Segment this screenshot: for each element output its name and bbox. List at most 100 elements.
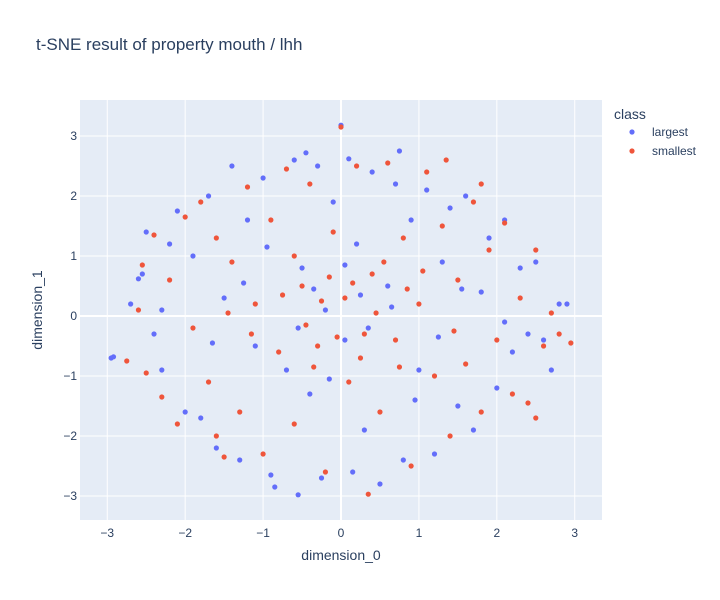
data-point <box>455 277 461 283</box>
data-point <box>439 223 445 229</box>
legend-item-largest[interactable]: largest <box>629 125 689 139</box>
data-point <box>151 331 157 337</box>
data-point <box>451 328 457 334</box>
data-point <box>404 286 410 292</box>
data-point <box>291 253 297 259</box>
data-point <box>353 241 360 247</box>
y-tick-label: 2 <box>70 189 77 203</box>
data-point <box>373 310 379 316</box>
x-tick-label: 3 <box>571 526 578 540</box>
data-point <box>540 343 547 349</box>
data-point <box>478 409 484 415</box>
data-point <box>392 337 399 343</box>
data-point <box>299 283 305 289</box>
data-point <box>346 379 352 385</box>
data-point <box>568 340 574 346</box>
data-point <box>213 235 219 241</box>
data-point <box>174 421 180 427</box>
data-point <box>221 295 227 301</box>
data-point <box>330 199 336 205</box>
data-point <box>190 325 196 331</box>
data-point <box>342 262 348 268</box>
legend-label-smallest: smallest <box>652 144 697 158</box>
data-point <box>346 156 352 162</box>
data-point <box>264 244 270 250</box>
data-point <box>357 292 364 298</box>
y-axis-title: dimension_1 <box>29 270 45 350</box>
data-point <box>377 481 383 487</box>
data-point <box>198 199 204 205</box>
y-tick-label: 3 <box>70 129 77 143</box>
data-point <box>143 229 149 235</box>
data-point <box>330 229 336 235</box>
data-point <box>248 331 255 337</box>
data-point <box>455 403 461 409</box>
data-point <box>502 220 508 226</box>
data-point <box>540 337 547 343</box>
data-point <box>229 259 235 265</box>
data-point <box>548 367 554 373</box>
data-point <box>159 367 165 373</box>
data-point <box>221 454 227 460</box>
data-point <box>124 358 130 364</box>
data-point <box>502 319 508 325</box>
data-point <box>396 148 403 154</box>
data-point <box>205 379 212 385</box>
data-point <box>400 235 406 241</box>
data-point <box>361 427 367 433</box>
data-point <box>260 175 266 181</box>
data-point <box>548 310 554 316</box>
data-point <box>295 325 301 331</box>
data-point <box>365 325 371 331</box>
data-point <box>166 241 173 247</box>
data-point <box>424 169 430 175</box>
data-point <box>369 271 375 277</box>
data-point <box>342 337 348 343</box>
data-point <box>459 286 465 292</box>
data-point <box>326 274 332 280</box>
data-point <box>190 253 196 259</box>
data-points <box>108 122 574 498</box>
data-point <box>326 376 332 382</box>
data-point <box>135 276 142 282</box>
data-point <box>291 157 297 163</box>
data-point <box>291 421 297 427</box>
data-point <box>435 334 441 340</box>
tick-labels: −3 −2 −1 0 1 2 3 −3 −2 −1 0 1 2 3 <box>63 129 578 540</box>
data-point <box>533 247 539 253</box>
data-point <box>334 334 340 340</box>
x-axis-title: dimension_0 <box>301 547 381 563</box>
data-point <box>470 199 477 205</box>
data-point <box>400 457 406 463</box>
data-point <box>276 349 282 355</box>
data-point <box>424 187 430 193</box>
y-tick-label: 0 <box>70 309 77 323</box>
data-point <box>478 289 484 295</box>
data-point <box>174 208 180 214</box>
data-point <box>385 283 391 289</box>
data-point <box>244 217 251 223</box>
data-point <box>463 361 469 367</box>
x-tick-label: −1 <box>256 526 270 540</box>
data-point <box>369 169 375 175</box>
legend-item-smallest[interactable]: smallest <box>629 144 697 158</box>
series-smallest <box>124 124 574 497</box>
data-point <box>311 364 317 370</box>
data-point <box>229 163 235 169</box>
legend-title: class <box>614 106 646 122</box>
data-point <box>237 409 243 415</box>
data-point <box>135 307 142 313</box>
data-point <box>439 259 445 265</box>
data-point <box>408 463 414 469</box>
y-tick-label: 1 <box>70 249 77 263</box>
y-tick-label: −2 <box>63 429 77 443</box>
data-point <box>396 364 403 370</box>
data-point <box>494 385 500 391</box>
data-point <box>110 354 117 360</box>
data-point <box>392 181 399 187</box>
data-point <box>268 217 274 223</box>
data-point <box>412 397 418 403</box>
data-point <box>268 472 274 478</box>
data-point <box>299 265 305 271</box>
